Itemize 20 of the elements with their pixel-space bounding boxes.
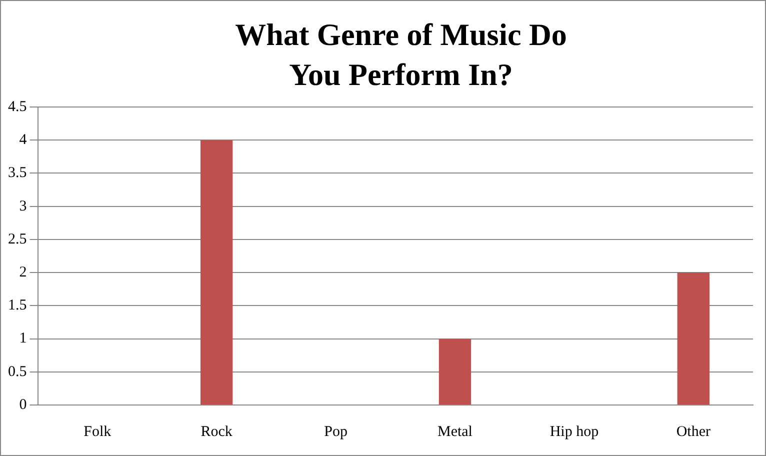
y-tick-label: 2.5 bbox=[8, 231, 27, 248]
x-tick-label: Metal bbox=[437, 424, 472, 440]
x-tick-label: Hip hop bbox=[550, 424, 599, 440]
bar bbox=[200, 140, 233, 404]
y-tick-label: 3.5 bbox=[8, 165, 27, 182]
bar bbox=[677, 272, 710, 404]
y-tick-label: 3 bbox=[19, 198, 27, 214]
x-tick-label: Other bbox=[676, 424, 710, 440]
y-tick-label: 2 bbox=[19, 264, 27, 280]
x-tick-label: Pop bbox=[324, 424, 348, 440]
x-tick-label: Rock bbox=[200, 424, 233, 440]
y-tick-label: 4.5 bbox=[8, 98, 27, 115]
y-tick-label: 0.5 bbox=[8, 364, 27, 380]
y-tick-label: 0 bbox=[19, 396, 27, 413]
y-tick-label: 4 bbox=[19, 132, 28, 148]
y-tick-label: 1.5 bbox=[8, 298, 27, 314]
y-tick-label: 1 bbox=[19, 330, 27, 347]
chart-title: What Genre of Music Do You Perform In? bbox=[234, 16, 568, 94]
bar bbox=[438, 338, 472, 404]
x-tick-label: Folk bbox=[84, 424, 112, 440]
